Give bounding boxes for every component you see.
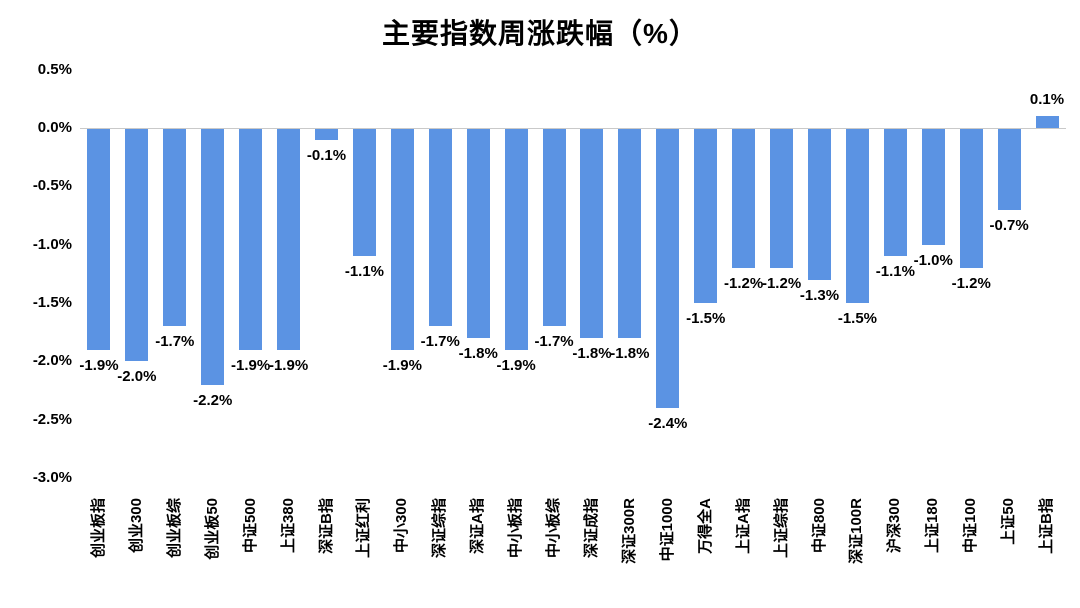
x-axis-label: 深证300R <box>620 498 638 564</box>
x-axis-label: 上证180 <box>924 498 942 554</box>
bar <box>390 129 414 350</box>
bar-value-label: -1.5% <box>837 309 878 327</box>
bar <box>352 129 376 257</box>
x-axis-label: 深证A指 <box>469 498 487 554</box>
x-axis-label: 创业板指 <box>89 498 107 559</box>
bar <box>580 129 604 338</box>
x-axis-label: 万得全A <box>696 498 714 554</box>
bar <box>504 129 528 350</box>
bar <box>201 129 225 385</box>
y-axis-tick-label: -3.0% <box>32 468 72 486</box>
x-axis-label: 上证A指 <box>734 498 752 554</box>
y-axis-tick-label: -1.5% <box>32 293 72 311</box>
bar-value-label: 0.1% <box>1029 91 1065 109</box>
bar-value-label: -1.9% <box>268 356 309 374</box>
x-axis-label: 中证1000 <box>658 498 676 562</box>
bar <box>315 129 338 140</box>
bar-value-label: -1.8% <box>572 344 612 362</box>
bar-value-label: -1.9% <box>79 356 119 374</box>
bar-value-label: -0.1% <box>306 146 347 164</box>
x-axis-label: 中小300 <box>393 498 411 554</box>
bar <box>808 129 831 280</box>
y-axis-tick-label: -2.0% <box>32 352 72 370</box>
bar-value-label: -1.8% <box>610 344 650 362</box>
x-axis-label: 沪深300 <box>886 498 904 554</box>
bar <box>656 129 680 408</box>
x-axis-label: 上证380 <box>279 498 297 554</box>
bar <box>770 129 794 268</box>
bar-value-label: -1.8% <box>458 344 498 362</box>
bar-value-label: -0.7% <box>989 216 1029 234</box>
bar <box>428 129 452 327</box>
bar-value-label: -1.9% <box>496 356 536 374</box>
bar <box>277 129 301 350</box>
x-axis-label: 中证100 <box>962 498 980 554</box>
x-axis-label: 上证综指 <box>772 498 790 559</box>
y-axis-tick-label: -0.5% <box>32 177 72 195</box>
bar-value-label: -1.9% <box>231 356 271 374</box>
x-axis-label: 中证800 <box>810 498 828 554</box>
x-axis-label: 深证B指 <box>317 498 335 554</box>
x-axis-label: 创业板50 <box>203 498 221 560</box>
bar <box>997 129 1021 210</box>
y-axis-tick-label: 0.0% <box>37 119 72 136</box>
x-axis-label: 上证50 <box>1000 498 1018 545</box>
bar-value-label: -1.2% <box>951 274 991 292</box>
bar <box>618 129 642 338</box>
bar-value-label: -1.1% <box>344 263 385 281</box>
bar-value-label: -2.0% <box>117 368 157 386</box>
x-axis-label: 中小板指 <box>507 498 525 559</box>
y-axis-tick-label: 0.5% <box>37 60 72 78</box>
bar-value-label: -1.2% <box>724 274 764 292</box>
chart-title: 主要指数周涨跌幅（%） <box>382 18 698 49</box>
bar <box>466 129 490 338</box>
zero-axis-line <box>80 128 1066 129</box>
bar-value-label: -1.5% <box>686 309 726 327</box>
x-axis-label: 上证红利 <box>355 498 373 559</box>
bar <box>959 129 983 268</box>
bar-value-label: -1.2% <box>761 274 802 292</box>
bar-value-label: -1.7% <box>155 333 195 351</box>
bar <box>845 129 869 303</box>
x-axis-label: 创业板综 <box>165 498 183 559</box>
bar <box>239 129 263 350</box>
bar-value-label: -1.3% <box>799 286 840 304</box>
bar-value-label: -1.7% <box>420 333 460 351</box>
bar-value-label: -1.7% <box>534 333 574 351</box>
bar <box>694 129 718 303</box>
bar-value-label: -1.9% <box>382 356 422 374</box>
bar <box>921 129 945 245</box>
x-axis-label: 上证B指 <box>1038 498 1056 554</box>
bar-value-label: -1.1% <box>875 263 915 281</box>
bar <box>883 129 907 257</box>
bar-value-label: -2.2% <box>193 391 233 409</box>
bar <box>732 129 756 268</box>
x-axis-label: 中小板综 <box>545 498 563 559</box>
x-axis-label: 深证100R <box>848 498 866 564</box>
x-axis-label: 创业300 <box>127 498 145 554</box>
bar <box>87 129 111 350</box>
x-axis-label: 深证成指 <box>582 498 600 559</box>
bar <box>1035 116 1059 128</box>
bar-value-label: -1.0% <box>913 251 953 269</box>
x-axis-label: 中证500 <box>241 498 259 554</box>
bar-value-label: -2.4% <box>648 414 688 432</box>
y-axis-tick-label: -1.0% <box>32 235 72 253</box>
x-axis-label: 深证综指 <box>431 498 449 559</box>
bar <box>163 129 187 327</box>
bar <box>542 129 566 327</box>
bar <box>125 129 149 362</box>
y-axis-tick-label: -2.5% <box>32 410 72 428</box>
